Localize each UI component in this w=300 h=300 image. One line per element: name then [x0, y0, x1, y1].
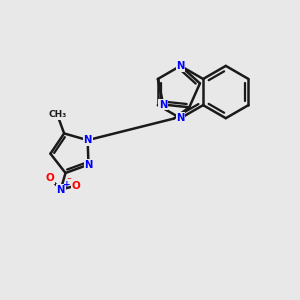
Text: ⁻: ⁻: [67, 176, 72, 185]
Text: N: N: [176, 113, 185, 123]
Text: N: N: [176, 61, 185, 71]
Text: O: O: [46, 173, 54, 183]
Text: N: N: [57, 184, 65, 194]
Text: CH₃: CH₃: [48, 110, 66, 119]
Text: N: N: [159, 100, 167, 110]
Text: N: N: [83, 135, 92, 145]
Text: +: +: [64, 180, 71, 189]
Text: O: O: [71, 181, 80, 191]
Text: N: N: [84, 160, 93, 170]
